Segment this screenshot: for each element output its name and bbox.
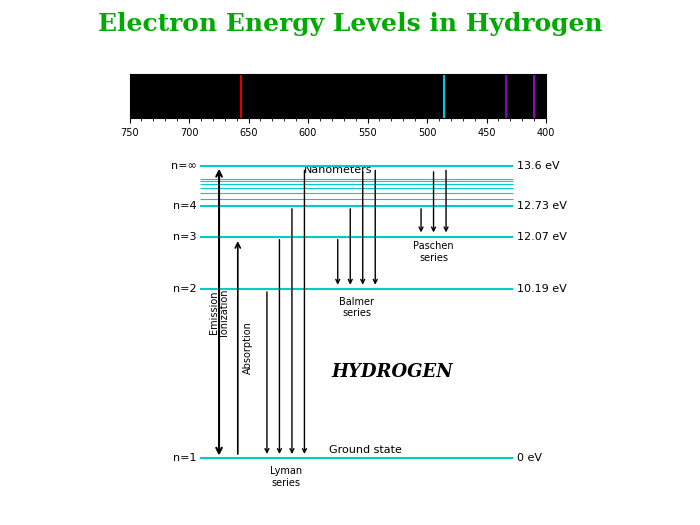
Text: n=2: n=2 <box>174 284 197 294</box>
Text: HYDROGEN: HYDROGEN <box>331 363 453 381</box>
Text: 0 eV: 0 eV <box>517 454 542 464</box>
Text: 10.19 eV: 10.19 eV <box>517 284 566 294</box>
Text: 13.6 eV: 13.6 eV <box>517 161 559 171</box>
Text: Ionization: Ionization <box>220 288 230 336</box>
Text: n=3: n=3 <box>174 232 197 242</box>
Text: Ground state: Ground state <box>330 445 402 455</box>
Text: 12.73 eV: 12.73 eV <box>517 201 567 211</box>
Text: Lyman
series: Lyman series <box>270 466 302 488</box>
Text: n=4: n=4 <box>174 201 197 211</box>
Text: 12.07 eV: 12.07 eV <box>517 232 567 242</box>
Text: Electron Energy Levels in Hydrogen: Electron Energy Levels in Hydrogen <box>97 12 603 36</box>
Text: Emission: Emission <box>209 290 218 334</box>
Text: Balmer
series: Balmer series <box>339 297 374 318</box>
Text: n=∞: n=∞ <box>172 161 197 171</box>
Text: n=1: n=1 <box>174 454 197 464</box>
Text: Paschen
series: Paschen series <box>413 242 454 263</box>
Text: Absorption: Absorption <box>243 321 253 374</box>
X-axis label: Nanometers: Nanometers <box>304 165 372 175</box>
